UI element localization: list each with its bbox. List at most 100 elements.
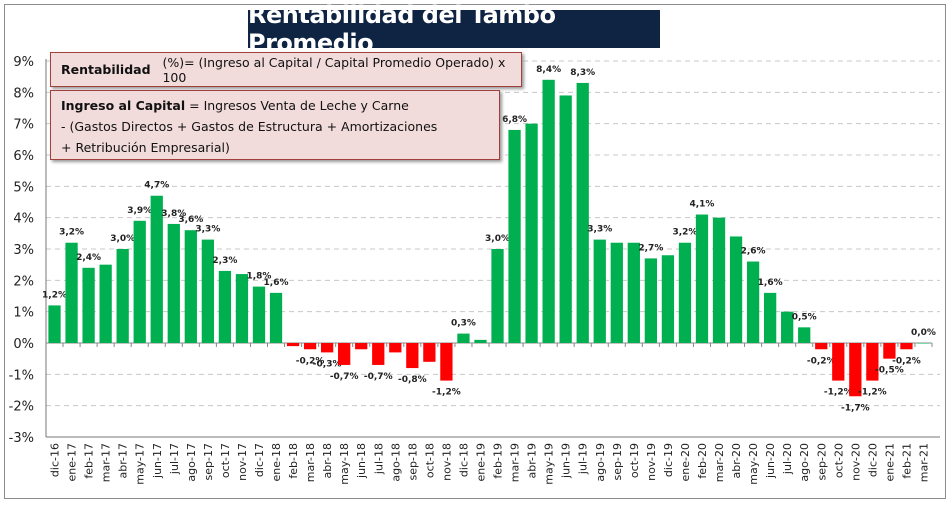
x-tick-label: mar-17 [100, 443, 113, 482]
data-label: 2,3% [212, 256, 237, 266]
x-tick-label: abr-18 [321, 443, 334, 479]
y-tick-label: 2% [13, 274, 34, 289]
x-tick-label: mar-21 [917, 443, 930, 482]
y-tick-label: -3% [9, 431, 34, 446]
bar [116, 249, 129, 343]
bar [286, 343, 300, 347]
bar [883, 343, 896, 359]
x-tick-label: jun-17 [151, 443, 164, 479]
y-tick-label: 5% [13, 180, 34, 195]
bar [542, 79, 555, 344]
x-tick-label: ago-19 [594, 443, 607, 482]
x-tick-label: dic-18 [457, 443, 470, 477]
y-tick-label: -1% [9, 368, 34, 383]
formula-line: = Ingresos Venta de Leche y Carne [189, 98, 409, 113]
data-label: 3,2% [672, 228, 697, 238]
x-tick-label: feb-20 [696, 443, 709, 479]
x-tick-label: dic-20 [866, 443, 879, 477]
y-tick-label: 9% [13, 55, 34, 70]
x-tick-label: may-17 [134, 443, 147, 485]
bar [559, 95, 572, 343]
x-tick-label: jul-19 [577, 443, 590, 475]
data-label: 3,8% [161, 209, 186, 219]
x-tick-label: jun-19 [560, 443, 573, 479]
x-tick-label: sep-20 [815, 443, 828, 480]
x-tick-label: nov-17 [236, 443, 249, 481]
x-tick-label: ago-17 [185, 443, 198, 482]
bar [491, 249, 504, 343]
x-tick-label: jul-17 [168, 443, 181, 475]
data-label: 3,3% [195, 225, 220, 235]
x-tick-label: oct-20 [832, 443, 845, 478]
bar [712, 217, 726, 343]
x-tick-label: ene-20 [679, 443, 692, 481]
x-tick-label: ene-17 [66, 443, 79, 481]
x-tick-label: may-20 [747, 443, 760, 485]
data-label: 0,0% [911, 328, 936, 338]
data-label: -1,2% [858, 388, 887, 398]
data-label: 1,2% [42, 290, 67, 300]
bar [252, 286, 266, 343]
bar [218, 270, 232, 343]
bar [321, 343, 334, 353]
x-tick-label: ene-21 [883, 443, 896, 481]
data-label: 2,7% [638, 243, 663, 253]
x-tick-label: feb-18 [287, 443, 300, 479]
x-tick-label: ene-18 [270, 443, 283, 481]
bar [235, 274, 249, 343]
formula-term: Rentabilidad [61, 62, 151, 77]
bar [525, 123, 538, 344]
bar [764, 292, 777, 343]
bar [150, 195, 163, 343]
bar [815, 343, 828, 350]
bar [729, 236, 743, 343]
bar [167, 223, 180, 343]
bar [576, 82, 589, 343]
formula-line: + Retribución Empresarial) [61, 140, 230, 155]
bar [917, 343, 930, 344]
y-tick-label: 4% [13, 212, 34, 227]
bar [900, 343, 913, 350]
data-label: -0,8% [398, 375, 427, 385]
x-tick-label: ago-18 [389, 443, 402, 482]
x-tick-label: jul-18 [372, 443, 385, 475]
bar [781, 311, 794, 343]
y-tick-label: 0% [13, 337, 34, 352]
x-tick-label: mar-19 [509, 443, 522, 482]
bar [201, 239, 214, 343]
data-label: 4,1% [689, 200, 714, 210]
x-tick-label: sep-19 [611, 443, 624, 480]
data-label: -0,2% [296, 356, 325, 366]
x-tick-label: nov-20 [849, 443, 862, 481]
x-tick-label: nov-18 [440, 443, 453, 481]
bar [627, 242, 640, 343]
data-label: 1,8% [246, 272, 271, 282]
x-tick-label: dic-16 [49, 443, 62, 477]
data-label: -0,2% [892, 356, 921, 366]
formula-box-rentabilidad: Rentabilidad (%)= (Ingreso al Capital / … [50, 52, 522, 87]
x-tick-label: may-19 [543, 443, 556, 485]
x-tick-label: mar-18 [304, 443, 317, 482]
x-tick-label: may-18 [338, 443, 351, 485]
data-label: 0,3% [451, 319, 476, 329]
data-label: 3,6% [178, 215, 203, 225]
data-label: -1,2% [432, 388, 461, 398]
data-label: 3,2% [59, 228, 84, 238]
data-label: 3,0% [110, 234, 135, 244]
y-tick-label: 8% [13, 86, 34, 101]
x-tick-label: ene-19 [474, 443, 487, 481]
x-tick-label: oct-18 [423, 443, 436, 478]
x-tick-label: ago-20 [798, 443, 811, 482]
x-tick-label: abr-19 [526, 443, 539, 479]
data-label: 2,4% [76, 253, 101, 263]
bar [474, 339, 487, 343]
y-tick-label: 3% [13, 243, 34, 258]
x-tick-label: jul-20 [781, 443, 794, 475]
bar [678, 242, 692, 343]
data-label: 8,4% [536, 65, 561, 75]
bar [355, 343, 368, 350]
x-tick-label: oct-17 [219, 443, 232, 478]
data-label: 4,7% [144, 181, 169, 191]
x-tick-label: feb-17 [83, 443, 96, 479]
data-label: -1,2% [824, 388, 853, 398]
